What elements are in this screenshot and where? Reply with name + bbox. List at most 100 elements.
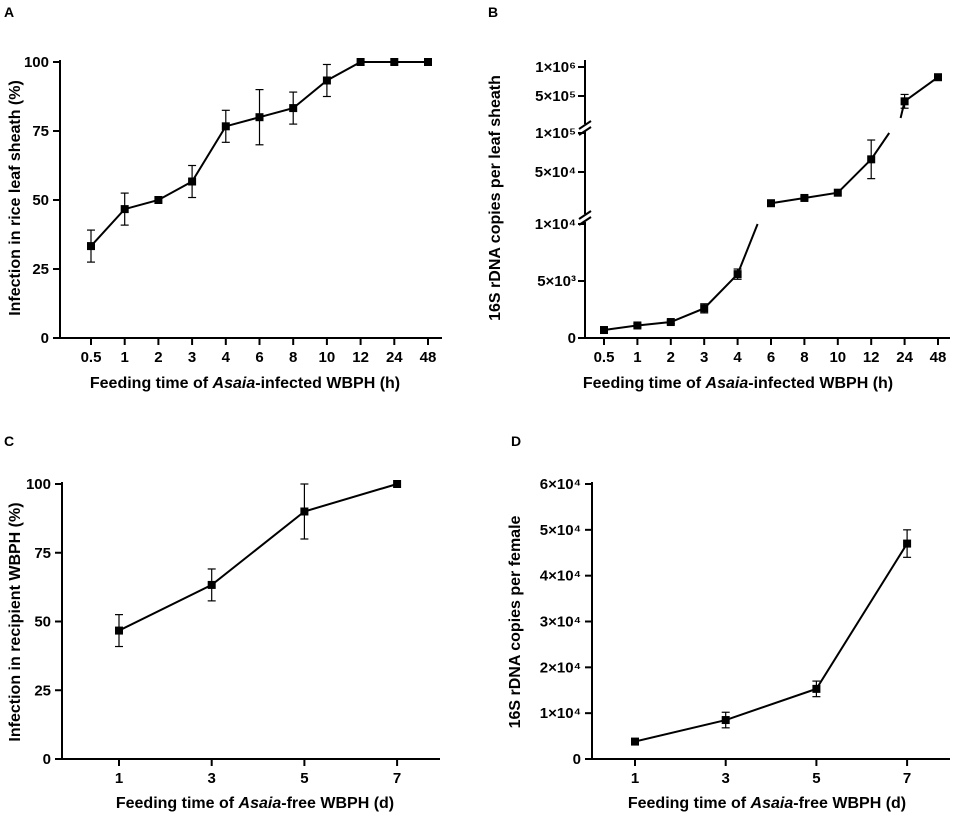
x-tick-label-c: 5 <box>300 770 308 787</box>
x-tick-label-a: 1 <box>121 349 129 366</box>
x-tick-label-a: 4 <box>222 349 231 366</box>
x-axis-label-c: Feeding time of Asaia-free WBPH (d) <box>116 795 394 812</box>
y-tick-label-a: 75 <box>32 123 49 140</box>
panel-a: A Infection in rice leaf sheath (%) Feed… <box>4 4 442 392</box>
panel-label-d: D <box>511 433 521 449</box>
y-tick-label-c: 100 <box>26 476 51 493</box>
y-tick-label-c: 25 <box>34 682 51 699</box>
plot-b <box>600 73 942 335</box>
x-axis-label-b: Feeding time of Asaia-infected WBPH (h) <box>583 375 893 392</box>
panel-label-a: A <box>4 4 14 20</box>
x-tick-label-a: 8 <box>289 349 297 366</box>
data-point-c <box>115 626 123 635</box>
series-line-b <box>736 223 759 275</box>
y-tick-label-c: 0 <box>43 751 51 768</box>
x-tick-label-a: 6 <box>255 349 263 366</box>
x-tick-label-d: 5 <box>812 770 820 787</box>
x-axis-label-a: Feeding time of Asaia-infected WBPH (h) <box>90 375 400 392</box>
panel-b: B 16S rDNA copies per leaf sheath Feedin… <box>487 4 950 392</box>
data-point-b <box>700 304 709 313</box>
y-axis-label-d: 16S rDNA copies per female <box>507 515 524 728</box>
x-tick-label-b: 2 <box>667 349 675 366</box>
plot-a <box>87 58 432 263</box>
data-point-a <box>424 58 432 66</box>
axes-c: 0 25 50 75 100 1 3 5 7 <box>26 476 440 787</box>
x-tick-label-b: 48 <box>930 349 947 366</box>
x-tick-label-c: 1 <box>115 770 123 787</box>
y-axis-label-a: Infection in rice leaf sheath (%) <box>7 80 24 316</box>
x-tick-label-b: 24 <box>896 349 913 366</box>
data-point-b <box>600 326 608 335</box>
x-tick-label-d: 7 <box>903 770 911 787</box>
x-tick-label-c: 3 <box>208 770 216 787</box>
y-tick-label-b: 1×10⁵ <box>535 125 576 142</box>
panel-label-c: C <box>4 433 14 449</box>
x-tick-label-a: 24 <box>386 349 403 366</box>
data-point-b <box>833 188 842 197</box>
x-tick-label-b: 1 <box>633 349 641 366</box>
data-point-a <box>356 58 365 66</box>
y-tick-label-d: 6×10⁴ <box>540 476 581 493</box>
y-tick-label-b: 1×10⁴ <box>535 216 576 233</box>
x-tick-label-d: 1 <box>631 770 639 787</box>
series-line-b <box>904 76 939 103</box>
data-point-a <box>221 122 230 131</box>
series-line-b <box>770 158 872 205</box>
data-point-a <box>255 113 264 122</box>
x-tick-label-a: 48 <box>420 349 437 366</box>
data-point-d <box>721 716 730 725</box>
plot-d <box>631 529 912 746</box>
y-tick-label-d: 4×10⁴ <box>540 568 581 585</box>
x-tick-label-b: 3 <box>700 349 708 366</box>
data-point-a <box>188 177 197 186</box>
y-tick-label-a: 50 <box>32 192 49 209</box>
data-point-b <box>767 199 775 208</box>
axis-break-b <box>578 210 592 220</box>
x-tick-label-d: 3 <box>722 770 730 787</box>
data-point-c <box>207 580 216 589</box>
y-tick-label-a: 100 <box>24 54 49 71</box>
data-point-d <box>903 539 912 548</box>
data-point-b <box>666 318 675 327</box>
data-point-d <box>812 684 821 693</box>
y-tick-label-d: 5×10⁴ <box>540 522 581 539</box>
panel-c: C Infection in recipient WBPH (%) Feedin… <box>4 433 440 812</box>
x-tick-label-b: 10 <box>829 349 846 366</box>
x-tick-label-a: 0.5 <box>81 349 102 366</box>
y-tick-label-c: 50 <box>34 614 51 631</box>
axis-break-b <box>578 120 592 130</box>
x-tick-label-c: 7 <box>393 770 401 787</box>
series-line-c <box>118 483 398 632</box>
x-tick-label-b: 6 <box>767 349 775 366</box>
y-tick-label-b: 5×10⁵ <box>535 88 576 105</box>
x-tick-label-b: 12 <box>863 349 880 366</box>
axes-d: 0 1×10⁴ 2×10⁴ 3×10⁴ 4×10⁴ 5×10⁴ 6×10⁴ 1 3 5 7 <box>540 476 950 787</box>
data-point-c <box>393 480 402 488</box>
data-point-d <box>631 737 639 746</box>
data-point-a <box>289 104 298 113</box>
x-axis-label-d: Feeding time of Asaia-free WBPH (d) <box>628 795 906 812</box>
y-tick-label-a: 0 <box>41 330 49 347</box>
data-point-b <box>800 193 809 202</box>
panel-label-b: B <box>488 4 498 20</box>
y-tick-label-c: 75 <box>34 545 51 562</box>
y-tick-label-d: 1×10⁴ <box>540 705 581 722</box>
data-point-a <box>322 76 331 85</box>
y-tick-label-d: 3×10⁴ <box>540 614 581 631</box>
y-tick-label-b: 1×10⁶ <box>535 59 576 76</box>
data-point-c <box>300 507 309 516</box>
y-tick-label-b: 5×10³ <box>537 273 576 290</box>
data-point-a <box>154 196 163 204</box>
data-point-b <box>900 97 909 106</box>
x-tick-label-a: 2 <box>154 349 162 366</box>
x-tick-label-b: 4 <box>733 349 742 366</box>
y-axis-label-c: Infection in recipient WBPH (%) <box>7 502 24 741</box>
y-tick-label-b: 0 <box>568 330 576 347</box>
x-tick-label-a: 3 <box>188 349 196 366</box>
x-tick-label-a: 12 <box>352 349 369 366</box>
plot-c <box>115 480 402 648</box>
data-point-b <box>733 270 742 279</box>
series-line-d <box>634 543 908 743</box>
y-tick-label-d: 0 <box>573 751 581 768</box>
